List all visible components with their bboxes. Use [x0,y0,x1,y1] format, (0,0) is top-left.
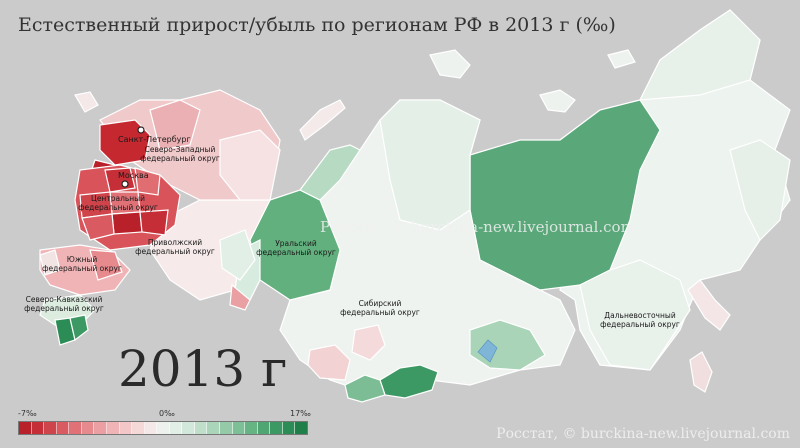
svg-text:федеральный округ: федеральный округ [140,154,220,163]
moscow-marker [121,180,129,188]
district-label-central: Центральный федеральный округ [78,194,158,212]
region-kamchatka [729,139,791,242]
svg-text:Уральский: Уральский [275,239,317,248]
map-title: Естественный прирост/убыль по регионам Р… [18,14,616,36]
region-altai-krai [307,344,351,381]
svg-text:федеральный округ: федеральный округ [135,247,215,256]
city-label-moscow: Москва [118,171,149,180]
district-label-siberia: Сибирский федеральный округ [340,299,420,317]
district-label-far-east: Дальневосточный федеральный округ [600,311,680,329]
region-krasnoyarsk [379,99,481,231]
legend-labels: -7‰ 0‰ 17‰ [18,407,311,421]
legend-swatch [81,422,95,434]
svg-text:федеральный округ: федеральный округ [42,264,122,273]
legend-max-label: 17‰ [290,409,311,418]
watermark-center: Росстат, © burckina-new.livejournal.com [320,218,635,236]
legend-mid-label: 0‰ [159,409,175,418]
region-bashkortostan [219,229,256,281]
region-karelia [149,99,201,151]
island-novaya-zemlya [299,99,346,141]
svg-text:федеральный округ: федеральный округ [256,248,336,257]
region-baikal [477,339,498,363]
legend-swatch [295,422,307,434]
city-label-saint-petersburg: Санкт-Петербург [118,135,191,144]
svg-text:Дальневосточный: Дальневосточный [604,311,676,320]
district-label-northwest: Северо-Западный федеральный округ [140,145,220,163]
legend-swatch [31,422,45,434]
island-kolguev [74,91,99,113]
region-tambov [139,209,169,236]
district-label-volga: Приволжский федеральный округ [135,238,215,256]
legend-swatch [220,422,233,434]
region-kurils [689,351,713,393]
legend-swatch [19,422,32,434]
svg-text:федеральный округ: федеральный округ [78,203,158,212]
legend-swatch [270,422,283,434]
legend-swatch [119,422,133,434]
svg-text:федеральный округ: федеральный округ [600,320,680,329]
region-dagestan [69,314,89,342]
district-label-south: Южный федеральный округ [42,255,122,273]
svg-text:Южный: Южный [67,255,98,264]
region-tuva [379,364,439,399]
svg-text:федеральный округ: федеральный округ [24,304,104,313]
legend-swatch [132,422,145,434]
region-khabarovsk [579,259,691,371]
island-wrangel [607,49,636,69]
legend-swatch [94,422,107,434]
region-yaroslavl [134,167,161,196]
legend-swatch [44,422,57,434]
legend-swatch [106,422,120,434]
year-label: 2013 г [118,340,288,398]
watermark-bottom: Росстат, © burckina-new.livejournal.com [496,426,790,442]
legend-swatch [182,422,195,434]
legend-swatch [207,422,220,434]
legend-min-label: -7‰ [18,409,37,418]
legend-swatch [257,422,271,434]
svg-text:Приволжский: Приволжский [148,238,202,247]
legend-swatch [56,422,70,434]
legend-swatch [169,422,183,434]
region-tula [111,211,143,235]
district-label-north-caucasus: Северо-Кавказский федеральный округ [24,295,104,313]
legend-swatch [144,422,158,434]
region-chukotka [638,9,761,101]
region-yamal [299,144,361,201]
island-severnaya-zemlya [429,49,471,79]
region-sakhalin [687,279,731,331]
region-altai [344,374,386,403]
svg-text:Центральный: Центральный [91,194,145,203]
region-kemerovo [351,324,386,361]
svg-text:Северо-Западный: Северо-Западный [145,145,216,154]
svg-text:федеральный округ: федеральный округ [340,308,420,317]
legend-swatch [157,422,170,434]
region-volgograd [89,249,123,281]
district-label-ural: Уральский федеральный округ [256,239,336,257]
region-orenburg [229,283,251,311]
legend-swatch [194,422,208,434]
region-leningrad [99,119,151,166]
island-new-siberian [539,89,576,113]
legend: -7‰ 0‰ 17‰ [18,407,311,435]
region-bryansk [81,213,115,241]
region-kalmykia [39,249,61,276]
svg-text:Сибирский: Сибирский [359,299,402,308]
saint-petersburg-marker [137,126,145,134]
legend-swatch [282,422,296,434]
region-komi [219,129,281,201]
legend-swatch [245,422,258,434]
legend-swatch [69,422,82,434]
svg-text:Северо-Кавказский: Северо-Кавказский [26,295,103,304]
legend-swatch [232,422,246,434]
legend-color-scale [18,421,308,435]
